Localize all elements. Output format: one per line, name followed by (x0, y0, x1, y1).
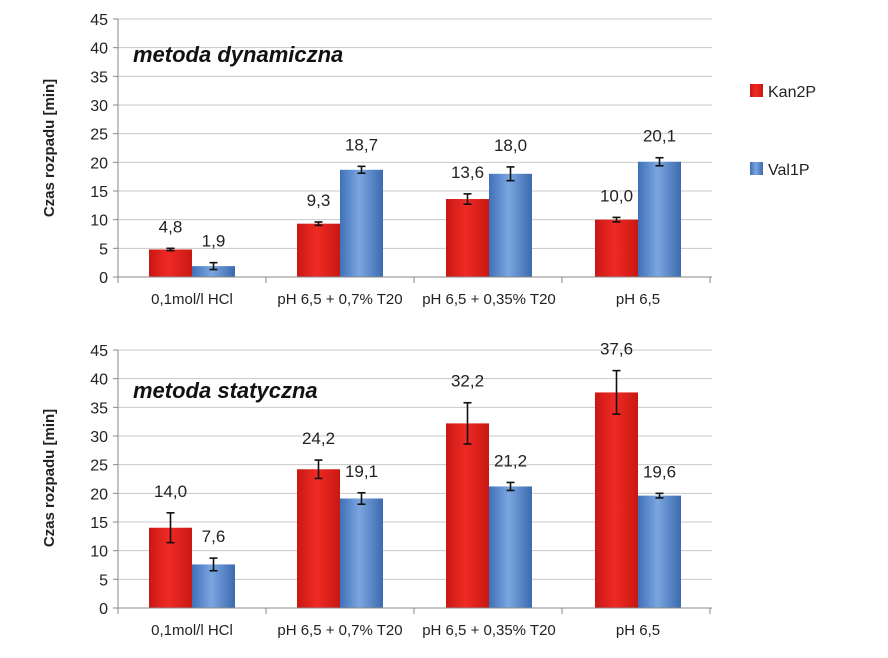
chart-panel-dynamic: 4,8 9,3 13,6 10,0 1,9 18,7 18,0 20,1 0 5 10 15 20 25… (41, 12, 712, 308)
error-bar (506, 481, 515, 492)
data-label: 18,7 (345, 135, 378, 154)
y-tick-label: 5 (99, 241, 108, 258)
data-label: 24,2 (302, 429, 335, 448)
bar-kan2p-3 (595, 219, 638, 277)
chart-title: metoda dynamiczna (133, 42, 343, 67)
legend-label-kan2p: Kan2P (768, 84, 816, 101)
error-bar (655, 156, 664, 167)
chart-title: metoda statyczna (133, 378, 318, 403)
bar-val1p-0 (192, 266, 235, 277)
error-bar (463, 401, 472, 445)
data-label: 32,2 (451, 372, 484, 391)
y-tick-label: 35 (90, 400, 108, 417)
data-label: 18,0 (494, 136, 527, 155)
y-tick-label: 25 (90, 127, 108, 144)
data-label: 20,1 (643, 127, 676, 146)
x-tick-label: pH 6,5 + 0,7% T20 (277, 622, 402, 639)
y-tick-label: 20 (90, 486, 108, 503)
error-bar (655, 492, 664, 499)
legend-swatch-kan2p (750, 84, 763, 97)
y-tick-label: 15 (90, 515, 108, 532)
data-label: 1,9 (202, 232, 226, 251)
error-bar (209, 557, 218, 572)
bar-val1p-0 (192, 564, 235, 608)
data-label: 10,0 (600, 186, 633, 205)
data-label: 4,8 (159, 217, 183, 236)
legend-swatch-val1p (750, 162, 763, 175)
data-label: 19,6 (643, 462, 676, 481)
bar-val1p-2 (489, 173, 532, 277)
y-tick-label: 45 (90, 12, 108, 29)
error-bar (612, 216, 621, 223)
x-tick-label: 0,1mol/l HCl (151, 622, 233, 639)
x-tick-label: pH 6,5 (616, 291, 660, 308)
y-tick-label: 30 (90, 429, 108, 446)
bar-val1p-3 (638, 161, 681, 277)
y-tick-label: 40 (90, 41, 108, 58)
bar-kan2p-2 (446, 199, 489, 277)
error-bar (314, 221, 323, 227)
bar-val1p-1 (340, 169, 383, 277)
legend: Kan2P Val1P (750, 84, 816, 179)
data-label: 7,6 (202, 527, 226, 546)
y-tick-label: 15 (90, 184, 108, 201)
data-label: 37,6 (600, 340, 633, 359)
y-tick-label: 40 (90, 372, 108, 389)
y-tick-label: 10 (90, 213, 108, 230)
error-bar (612, 369, 621, 416)
error-bar (166, 512, 175, 544)
y-tick-label: 25 (90, 458, 108, 475)
error-bar (506, 166, 515, 182)
bar-kan2p-1 (297, 223, 340, 277)
error-bar (166, 247, 175, 252)
y-tick-label: 35 (90, 69, 108, 86)
y-axis-label: Czas rozpadu [min] (41, 409, 58, 547)
bar-kan2p-0 (149, 249, 192, 277)
y-tick-label: 0 (99, 601, 108, 618)
y-tick-label: 5 (99, 572, 108, 589)
x-tick-label: pH 6,5 (616, 622, 660, 639)
bar-kan2p-2 (446, 423, 489, 608)
bar-kan2p-3 (595, 392, 638, 608)
legend-label-val1p: Val1P (768, 162, 810, 179)
data-label: 13,6 (451, 163, 484, 182)
x-tick-label: 0,1mol/l HCl (151, 291, 233, 308)
error-bar (357, 165, 366, 175)
x-tick-label: pH 6,5 + 0,7% T20 (277, 291, 402, 308)
chart-panel-static: 14,0 24,2 32,2 37,6 7,6 19,1 21,2 19,6 0 5 10 15 20… (41, 340, 712, 639)
error-bar (314, 459, 323, 480)
bar-val1p-3 (638, 495, 681, 608)
x-tick-label: pH 6,5 + 0,35% T20 (422, 622, 556, 639)
x-tick-label: pH 6,5 + 0,35% T20 (422, 291, 556, 308)
bar-val1p-2 (489, 486, 532, 608)
error-bar (357, 491, 366, 506)
error-bar (463, 193, 472, 205)
error-bar (209, 261, 218, 271)
y-tick-label: 30 (90, 98, 108, 115)
y-axis-label: Czas rozpadu [min] (41, 79, 58, 217)
data-label: 14,0 (154, 482, 187, 501)
y-tick-label: 0 (99, 270, 108, 287)
data-label: 9,3 (307, 191, 331, 210)
y-tick-label: 45 (90, 343, 108, 360)
bar-val1p-1 (340, 498, 383, 608)
data-label: 19,1 (345, 462, 378, 481)
y-tick-label: 10 (90, 544, 108, 561)
y-tick-label: 20 (90, 155, 108, 172)
data-label: 21,2 (494, 451, 527, 470)
bar-kan2p-1 (297, 469, 340, 608)
